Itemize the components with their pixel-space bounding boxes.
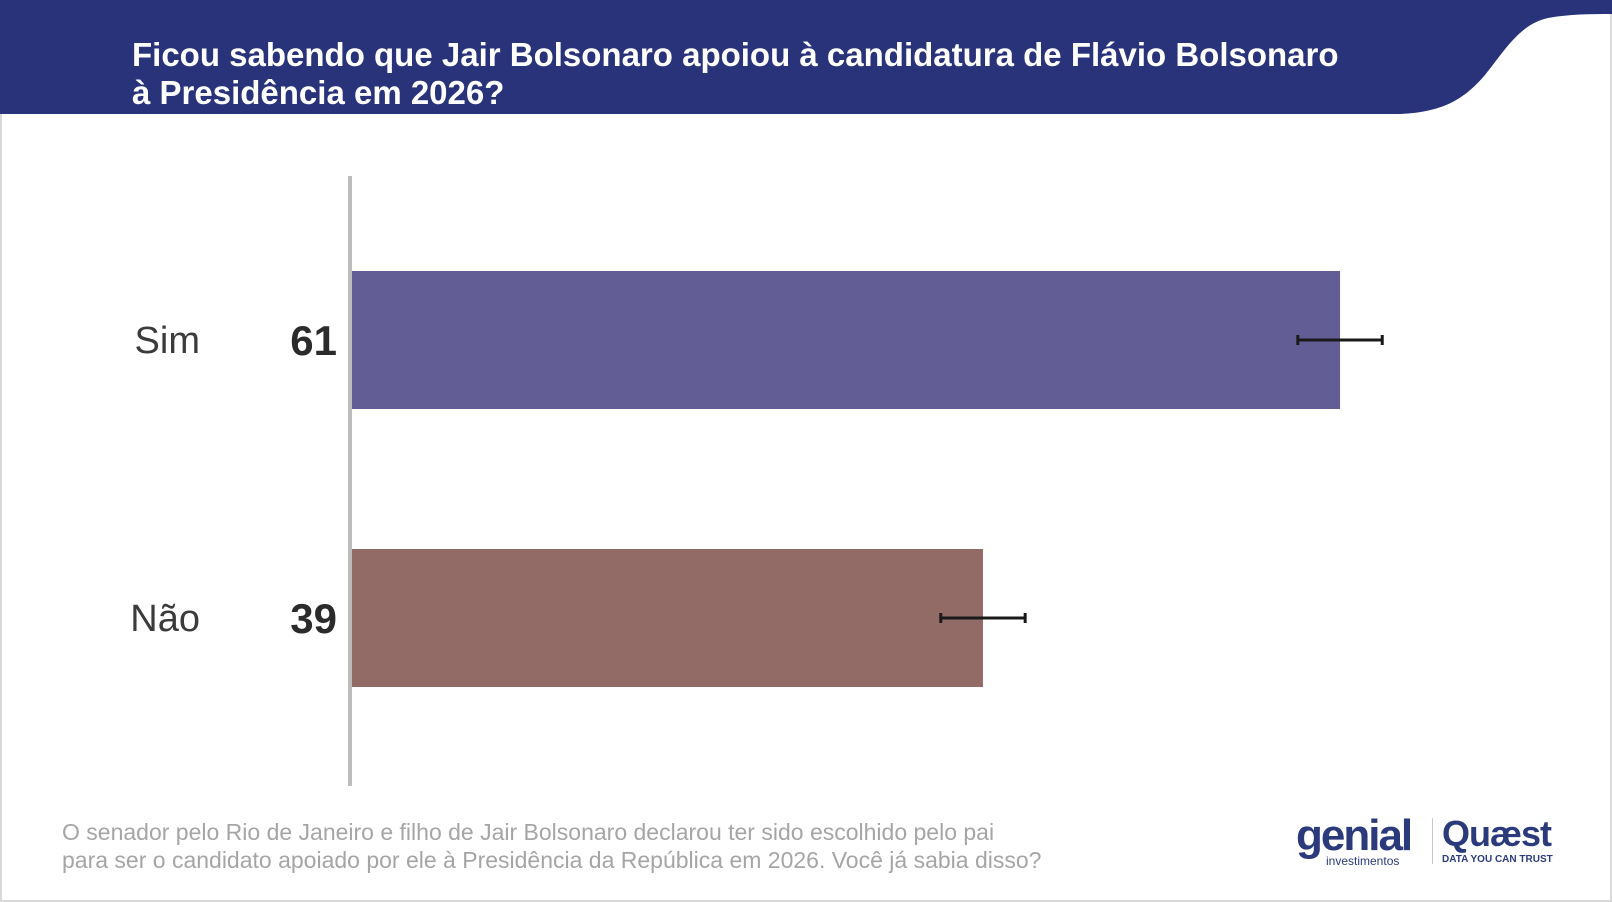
quaest-logo-sub: DATA YOU CAN TRUST	[1442, 854, 1553, 865]
title-line-2: à Presidência em 2026?	[132, 74, 505, 111]
logo-divider	[1432, 818, 1433, 864]
footnote-line-1: O senador pelo Rio de Janeiro e filho de…	[62, 819, 995, 845]
title-line-1: Ficou sabendo que Jair Bolsonaro apoiou …	[132, 36, 1339, 73]
quaest-logo-word: Quæst	[1442, 813, 1552, 854]
page-title: Ficou sabendo que Jair Bolsonaro apoiou …	[132, 36, 1382, 112]
footnote-line-2: para ser o candidato apoiado por ele à P…	[62, 847, 1042, 873]
header-banner	[0, 0, 1612, 114]
bar-0	[350, 271, 1341, 409]
genial-logo-sub: investimentos	[1326, 854, 1400, 868]
quaest-logo: Quæst DATA YOU CAN TRUST	[1442, 813, 1553, 866]
bar-1	[350, 549, 983, 687]
category-label-1: Não	[130, 598, 200, 640]
category-label-0: Sim	[135, 320, 200, 362]
genial-logo: genial investimentos	[1296, 811, 1413, 869]
value-label-1: 39	[290, 595, 337, 642]
genial-logo-word: genial	[1296, 811, 1413, 860]
logos: genial investimentos Quæst DATA YOU CAN …	[1296, 814, 1566, 870]
footnote: O senador pelo Rio de Janeiro e filho de…	[62, 818, 1162, 874]
value-label-0: 61	[290, 317, 337, 364]
